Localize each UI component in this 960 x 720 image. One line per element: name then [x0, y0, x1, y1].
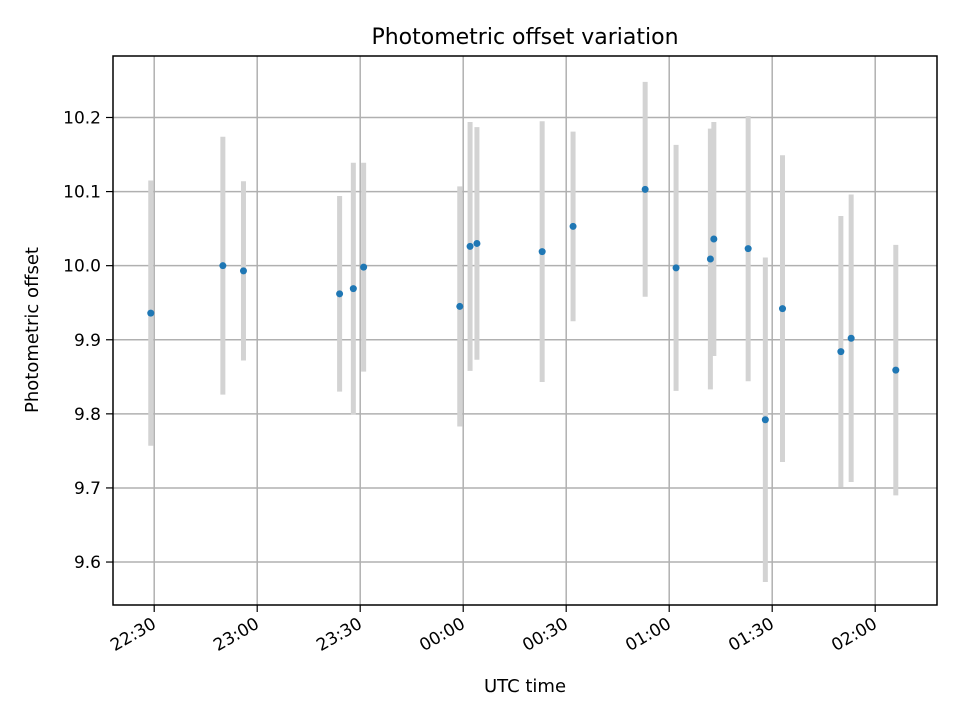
y-tick-label: 10.1	[63, 183, 101, 203]
x-axis-label: UTC time	[484, 676, 566, 697]
data-point	[219, 262, 227, 270]
data-point	[837, 348, 845, 356]
data-point	[761, 416, 769, 424]
data-point	[744, 245, 752, 253]
plot-frame	[112, 55, 938, 606]
y-tick-label: 10.2	[63, 108, 101, 128]
data-point	[147, 309, 155, 317]
data-point	[569, 222, 577, 230]
y-tick-label: 9.9	[74, 331, 101, 351]
data-point	[360, 263, 368, 271]
data-point	[892, 366, 900, 374]
data-point	[706, 255, 714, 263]
data-points	[147, 185, 900, 424]
y-tick-label: 9.6	[74, 553, 101, 573]
data-point	[349, 285, 357, 293]
data-point	[466, 242, 474, 250]
y-axis-label: Photometric offset	[22, 247, 43, 413]
grid-lines	[113, 56, 937, 605]
data-point	[538, 248, 546, 256]
y-tick-label: 10.0	[63, 257, 101, 277]
data-point	[710, 235, 718, 243]
data-point	[456, 302, 464, 310]
data-point	[672, 264, 680, 272]
y-tick-label: 9.7	[74, 479, 101, 499]
data-point	[336, 290, 344, 298]
data-point	[641, 185, 649, 193]
y-tick-label: 9.8	[74, 405, 101, 425]
chart-title: Photometric offset variation	[371, 25, 678, 50]
data-point	[239, 267, 247, 275]
data-point	[847, 334, 855, 342]
data-point	[473, 239, 481, 247]
data-point	[779, 305, 786, 313]
